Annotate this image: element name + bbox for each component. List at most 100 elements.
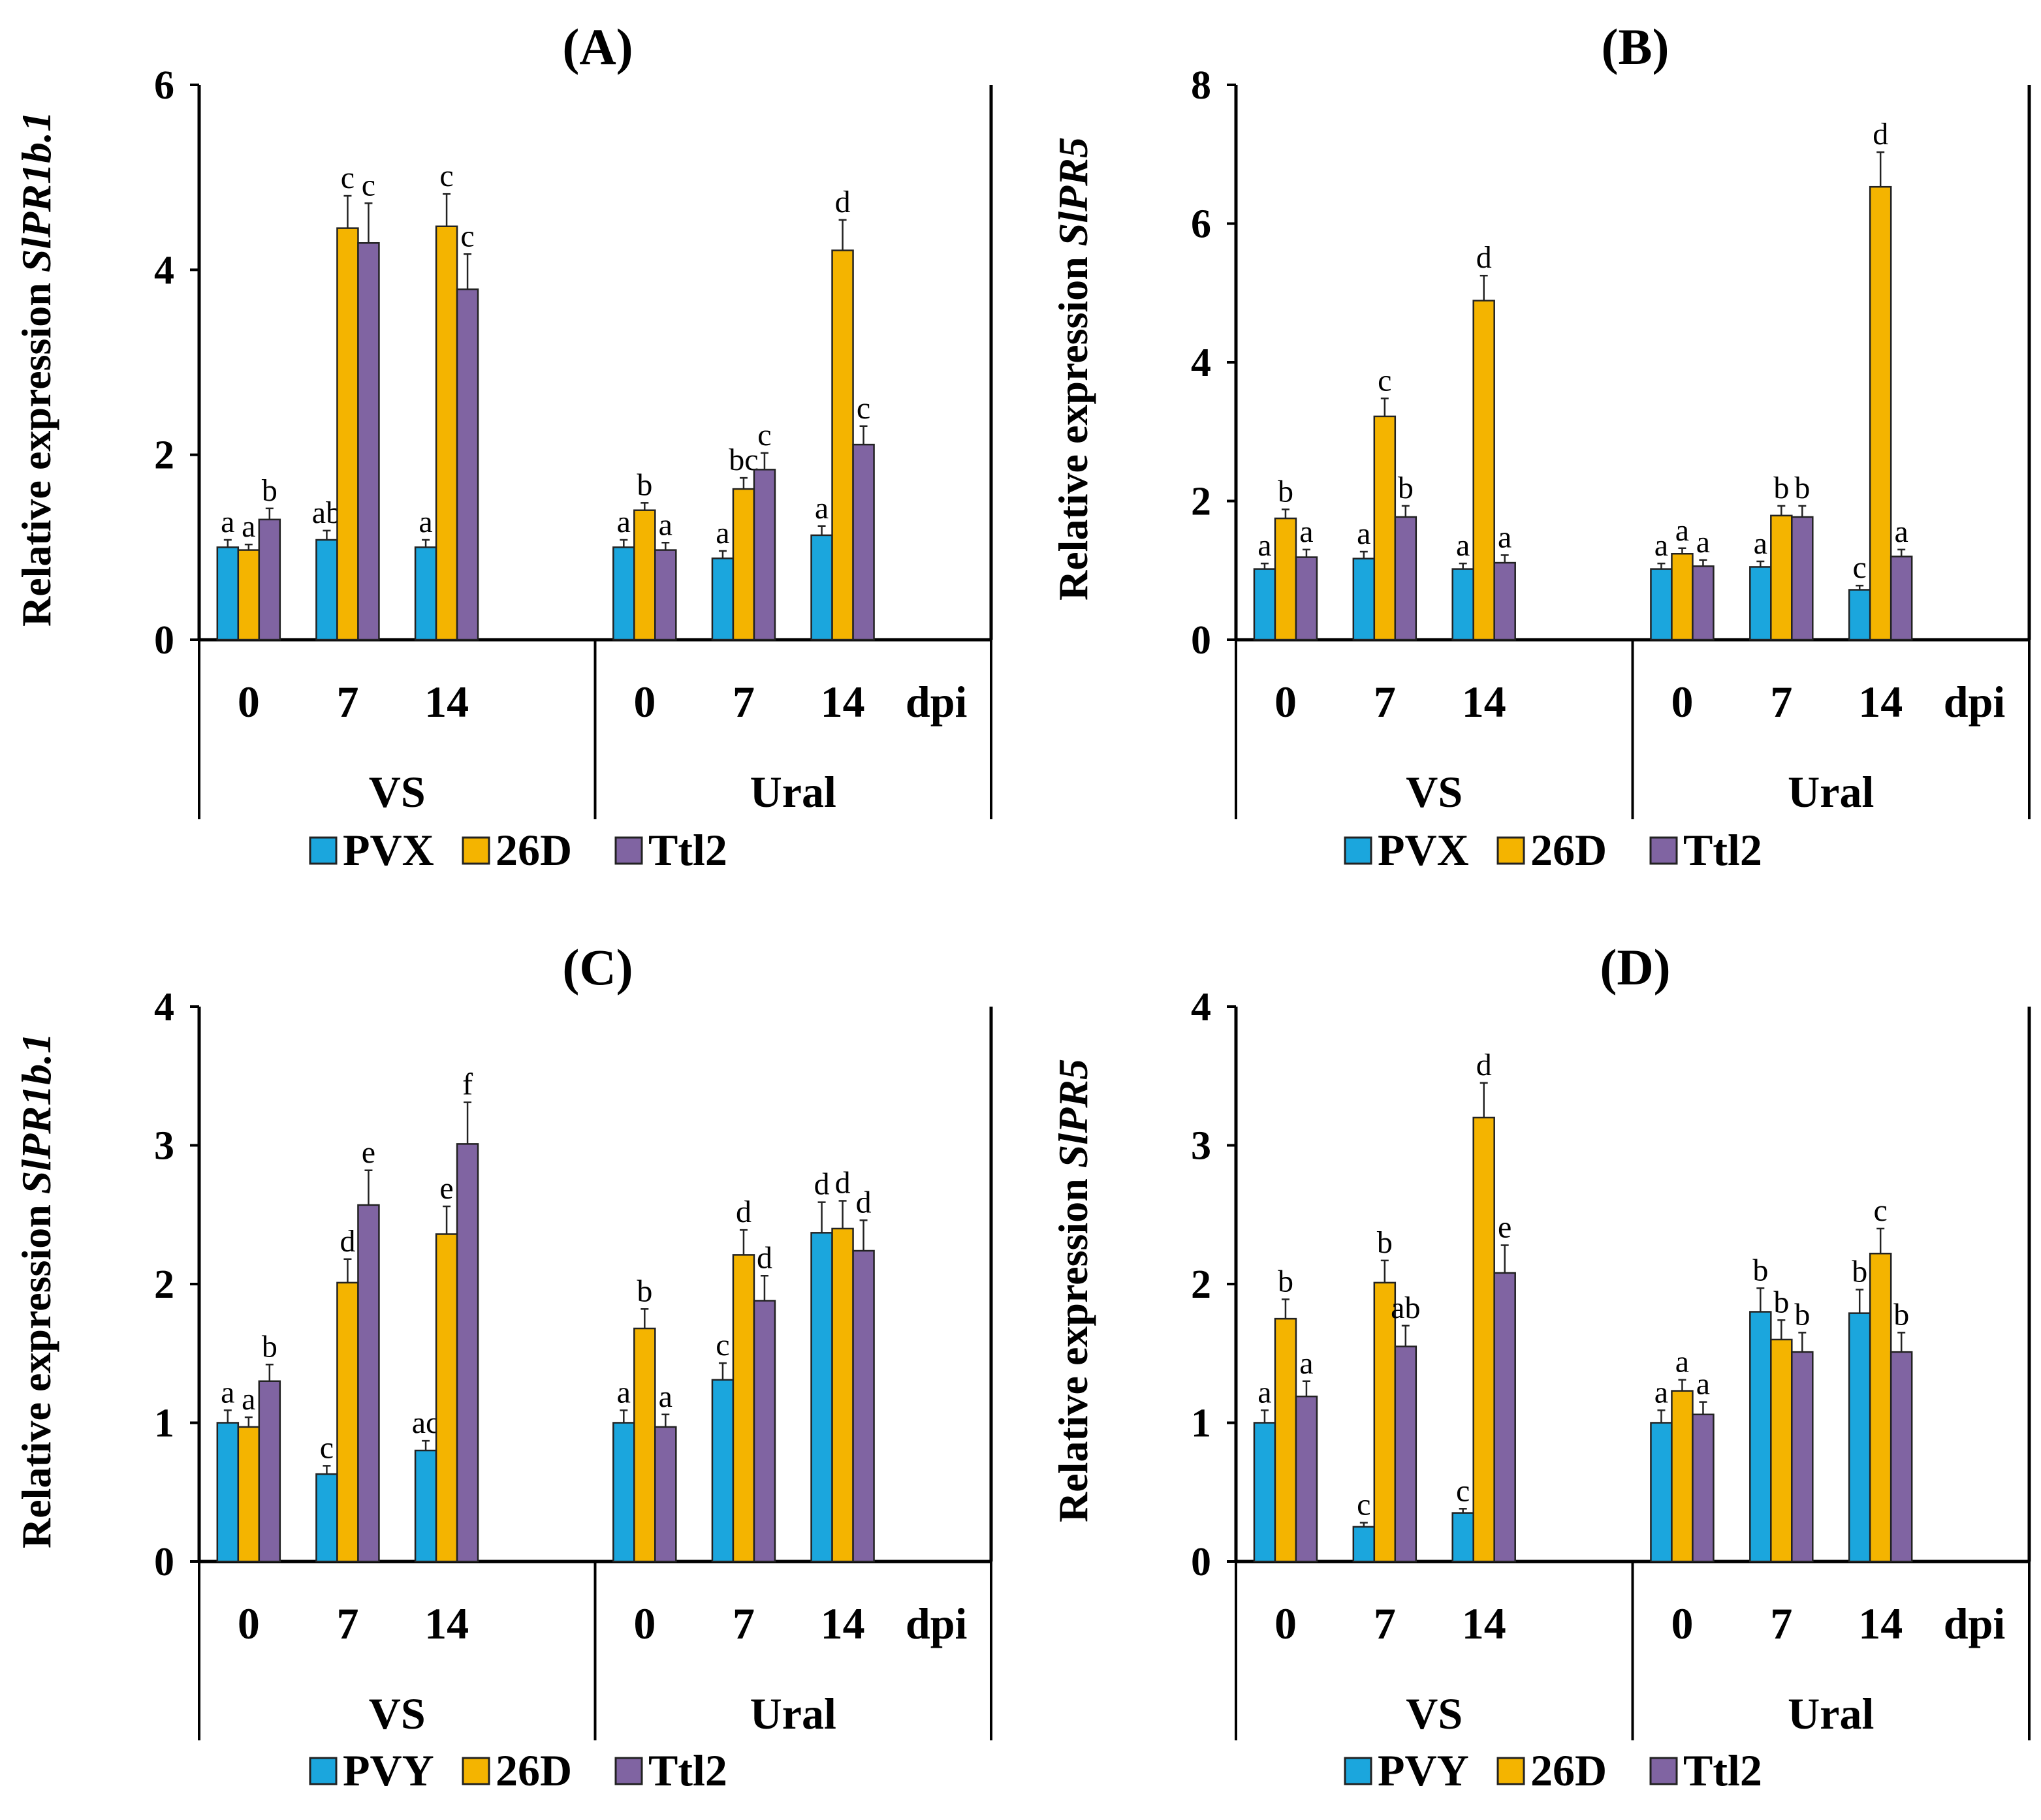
x-category-label: 0: [633, 677, 656, 727]
significance-letter: d: [757, 1240, 772, 1275]
y-axis-label: Relative expression SlPR1b.1: [13, 111, 59, 627]
x-category-label: 7: [336, 1599, 358, 1648]
significance-letter: b: [637, 467, 652, 502]
significance-letter: d: [736, 1195, 752, 1229]
legend-swatch: [1496, 836, 1525, 865]
significance-letter: ab: [1391, 1291, 1420, 1325]
legend-label: Ttl2: [1683, 1746, 1762, 1795]
group-label: Ural: [750, 767, 836, 817]
legend-swatch: [1649, 836, 1678, 865]
y-tick-label: 4: [1191, 341, 1211, 385]
bar: [1472, 300, 1495, 641]
bar: [258, 1380, 281, 1563]
bar: [1253, 568, 1276, 641]
y-axis-label-prefix: Relative expression: [13, 1194, 59, 1548]
bar: [216, 546, 240, 641]
bar: [732, 1254, 755, 1563]
significance-letter: a: [1754, 526, 1767, 561]
bar: [1848, 589, 1871, 641]
bar: [1274, 517, 1297, 641]
legend-label: Ttl2: [648, 1746, 727, 1795]
bar: [1274, 1317, 1297, 1563]
x-category-label: 14: [1462, 1599, 1506, 1648]
significance-letter: d: [835, 1166, 851, 1200]
y-axis-label-prefix: Relative expression: [13, 272, 59, 627]
bar: [753, 1300, 776, 1563]
significance-letter: a: [1895, 514, 1908, 549]
bar: [711, 1379, 735, 1563]
panel-title: (B): [1602, 18, 1669, 75]
bar: [456, 1143, 479, 1563]
bar: [1692, 565, 1715, 641]
panel-title: (D): [1600, 939, 1670, 996]
legend-label: PVX: [343, 825, 434, 875]
legend-label: Ttl2: [648, 825, 727, 875]
bar: [414, 546, 437, 641]
significance-letter: e: [439, 1171, 453, 1206]
chart-panel-4: (D) Relative expression SlPR5 0 1 2 3 4 0 7 14 VS 0…: [1050, 939, 2031, 1795]
significance-letter: a: [221, 1375, 234, 1409]
y-axis-label: Relative expression SlPR1b.1: [13, 1033, 59, 1548]
x-category-label: 14: [821, 1599, 865, 1648]
significance-letter: b: [1398, 471, 1414, 505]
bar: [456, 288, 479, 641]
x-unit-label: dpi: [906, 677, 968, 727]
significance-letter: b: [1794, 471, 1810, 505]
significance-letter: a: [716, 516, 729, 550]
bar: [1451, 1512, 1474, 1563]
group-label: VS: [1406, 767, 1463, 817]
bar: [1472, 1116, 1495, 1563]
y-tick-label: 3: [154, 1124, 174, 1169]
bar: [216, 1422, 240, 1563]
x-category-label: 0: [238, 1599, 260, 1648]
significance-letter: e: [1498, 1210, 1511, 1245]
bar: [633, 1327, 656, 1563]
significance-letter: b: [1893, 1297, 1909, 1332]
x-category-label: 0: [1671, 677, 1693, 727]
legend-label: 26D: [496, 825, 572, 875]
y-tick-label: 2: [1191, 480, 1211, 524]
bar: [336, 1281, 359, 1563]
significance-letter: a: [1456, 528, 1470, 563]
bar: [1352, 557, 1376, 641]
significance-letter: b: [1278, 474, 1293, 509]
chart-panel-1: (A) Relative expression SlPR1b.1 0 2 4 6 0 7 14 V…: [13, 18, 993, 875]
bar: [633, 509, 656, 641]
significance-letter: a: [1696, 525, 1710, 559]
significance-letter: a: [815, 491, 829, 526]
y-tick-label: 4: [154, 985, 174, 1029]
significance-letter: b: [1773, 471, 1789, 505]
bar: [1295, 1395, 1318, 1563]
legend-label: PVY: [343, 1746, 434, 1795]
bar: [732, 488, 755, 641]
x-category-label: 7: [1374, 677, 1396, 727]
bar: [1295, 556, 1318, 641]
bar: [1890, 556, 1913, 641]
significance-letter: a: [1258, 528, 1271, 563]
legend-label: 26D: [1530, 825, 1607, 875]
significance-letter: c: [757, 418, 771, 452]
significance-letter: b: [1852, 1255, 1867, 1289]
bar: [1848, 1312, 1871, 1563]
significance-letter: b: [262, 473, 277, 508]
significance-letter: a: [659, 507, 672, 542]
y-tick-label: 8: [1191, 63, 1211, 108]
y-tick-label: 4: [154, 248, 174, 292]
significance-letter: c: [460, 219, 474, 253]
y-tick-label: 2: [154, 1263, 174, 1307]
x-category-label: 14: [1858, 677, 1903, 727]
y-axis-label: Relative expression SlPR5: [1050, 137, 1096, 601]
significance-letter: d: [340, 1224, 355, 1259]
bar: [414, 1449, 437, 1563]
legend-swatch: [1344, 836, 1372, 865]
significance-letter: d: [856, 1185, 872, 1219]
significance-letter: a: [617, 1375, 631, 1409]
group-label: VS: [1406, 1689, 1463, 1738]
y-axis-label-gene: SlPR1b.1: [13, 111, 59, 272]
bar: [336, 227, 359, 641]
legend-label: Ttl2: [1683, 825, 1762, 875]
significance-letter: b: [1773, 1285, 1789, 1319]
significance-letter: a: [1654, 528, 1668, 563]
y-axis-label-gene: SlPR1b.1: [13, 1033, 59, 1194]
significance-letter: c: [362, 168, 375, 202]
